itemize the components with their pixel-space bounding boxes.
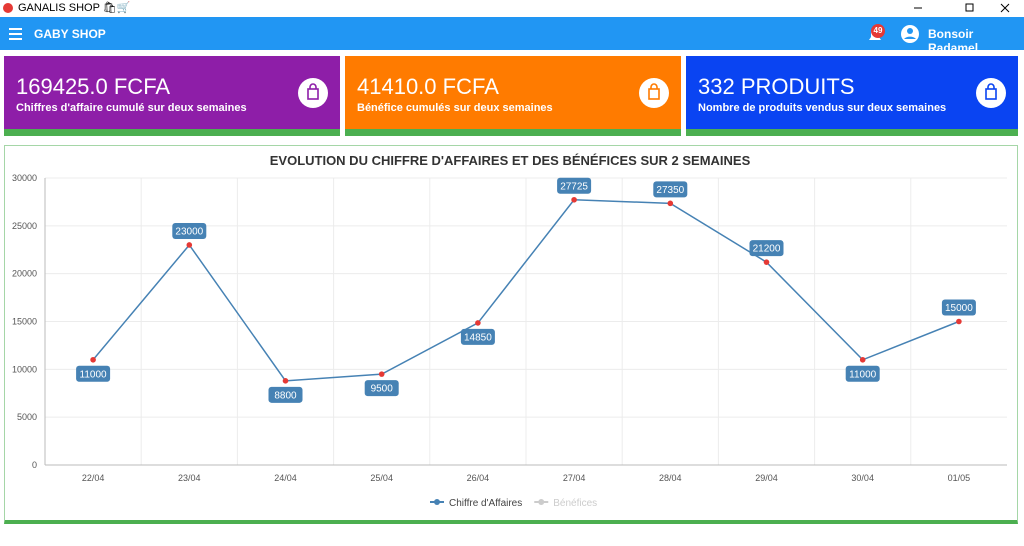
x-tick-label: 22/04: [82, 473, 105, 483]
point: [90, 356, 96, 363]
app-bar: GABY SHOP 49 Bonsoir Radamel: [0, 17, 1024, 55]
x-tick-label: 28/04: [659, 473, 682, 483]
x-tick-label: 01/05: [948, 473, 971, 483]
label-box: [845, 365, 880, 382]
x-tick-label: 23/04: [178, 473, 201, 483]
menu-icon[interactable]: [9, 28, 22, 40]
label-box: [557, 177, 592, 194]
data-label: 11000: [849, 369, 877, 380]
stat-card: 332 PRODUITS Nombre de produits vendus s…: [686, 56, 1018, 136]
card-value: 41410.0 FCFA: [357, 74, 499, 99]
stat-card: 169425.0 FCFA Chiffres d'affaire cumulé …: [4, 56, 340, 136]
data-label: 11000: [80, 369, 108, 380]
app-bar-icons: [9, 24, 919, 43]
legend-dot: [538, 499, 545, 505]
card-value: 332 PRODUITS: [698, 74, 855, 99]
point: [475, 320, 481, 326]
label-box: [364, 380, 399, 397]
window-controls: [3, 3, 1010, 13]
line: [92, 199, 960, 382]
label-box: [653, 181, 688, 198]
point: [282, 378, 289, 384]
y-tick-label: 10000: [12, 364, 37, 374]
stat-card: 41410.0 FCFA Bénéfice cumulés sur deux s…: [345, 56, 681, 136]
card-caption: Bénéfice cumulés sur deux semaines: [357, 102, 553, 114]
data-label: 9500: [371, 384, 394, 395]
window-title: GANALIS SHOP 🛍🛒: [18, 2, 131, 14]
app-title: GABY SHOP: [34, 27, 106, 41]
card-caption: Chiffres d'affaire cumulé sur deux semai…: [16, 102, 247, 114]
chart-title: EVOLUTION DU CHIFFRE D'AFFAIRES ET DES B…: [270, 153, 751, 168]
point: [667, 200, 674, 207]
label-box: [172, 222, 207, 239]
bag-icon[interactable]: [639, 78, 669, 108]
data-label: 8800: [274, 390, 297, 401]
y-tick-label: 25000: [12, 221, 37, 231]
data-label: 27725: [560, 181, 588, 192]
chart-panel: [4, 145, 1018, 524]
label-box: [268, 386, 303, 403]
legend-dot: [434, 499, 440, 505]
x-tick-label: 26/04: [467, 473, 490, 483]
bag-icon[interactable]: [298, 78, 328, 108]
legend-entry[interactable]: Bénéfices: [553, 498, 597, 509]
point: [378, 371, 385, 377]
bag-icon[interactable]: [976, 78, 1006, 108]
label-box: [76, 365, 111, 382]
y-tick-label: 30000: [12, 173, 37, 183]
notification-badge: 49: [873, 26, 883, 35]
data-label: 21200: [753, 244, 781, 255]
point: [571, 196, 577, 203]
y-tick-label: 5000: [17, 412, 37, 422]
data-label: 15000: [945, 303, 973, 314]
data-label: 27350: [656, 185, 684, 196]
y-tick-label: 0: [32, 460, 37, 470]
x-tick-label: 24/04: [274, 473, 297, 483]
point: [763, 259, 770, 265]
x-tick-label: 30/04: [851, 473, 874, 483]
y-tick-label: 15000: [12, 317, 37, 327]
label-box: [941, 299, 976, 316]
legend-entry[interactable]: Chiffre d'Affaires: [449, 498, 522, 509]
x-tick-label: 27/04: [563, 473, 586, 483]
x-tick-label: 29/04: [755, 473, 778, 483]
user-greeting[interactable]: Bonsoir Radamel: [928, 27, 979, 55]
data-label: 14850: [464, 332, 492, 343]
point: [859, 356, 866, 363]
card-caption: Nombre de produits vendus sur deux semai…: [698, 102, 947, 114]
point: [956, 318, 962, 325]
card-value: 169425.0 FCFA: [16, 74, 171, 99]
label-box: [749, 240, 784, 257]
x-tick-label: 25/04: [370, 473, 393, 483]
point: [186, 242, 193, 248]
data-label: 23000: [175, 226, 203, 237]
label-box: [460, 328, 495, 345]
y-tick-label: 20000: [12, 269, 37, 279]
